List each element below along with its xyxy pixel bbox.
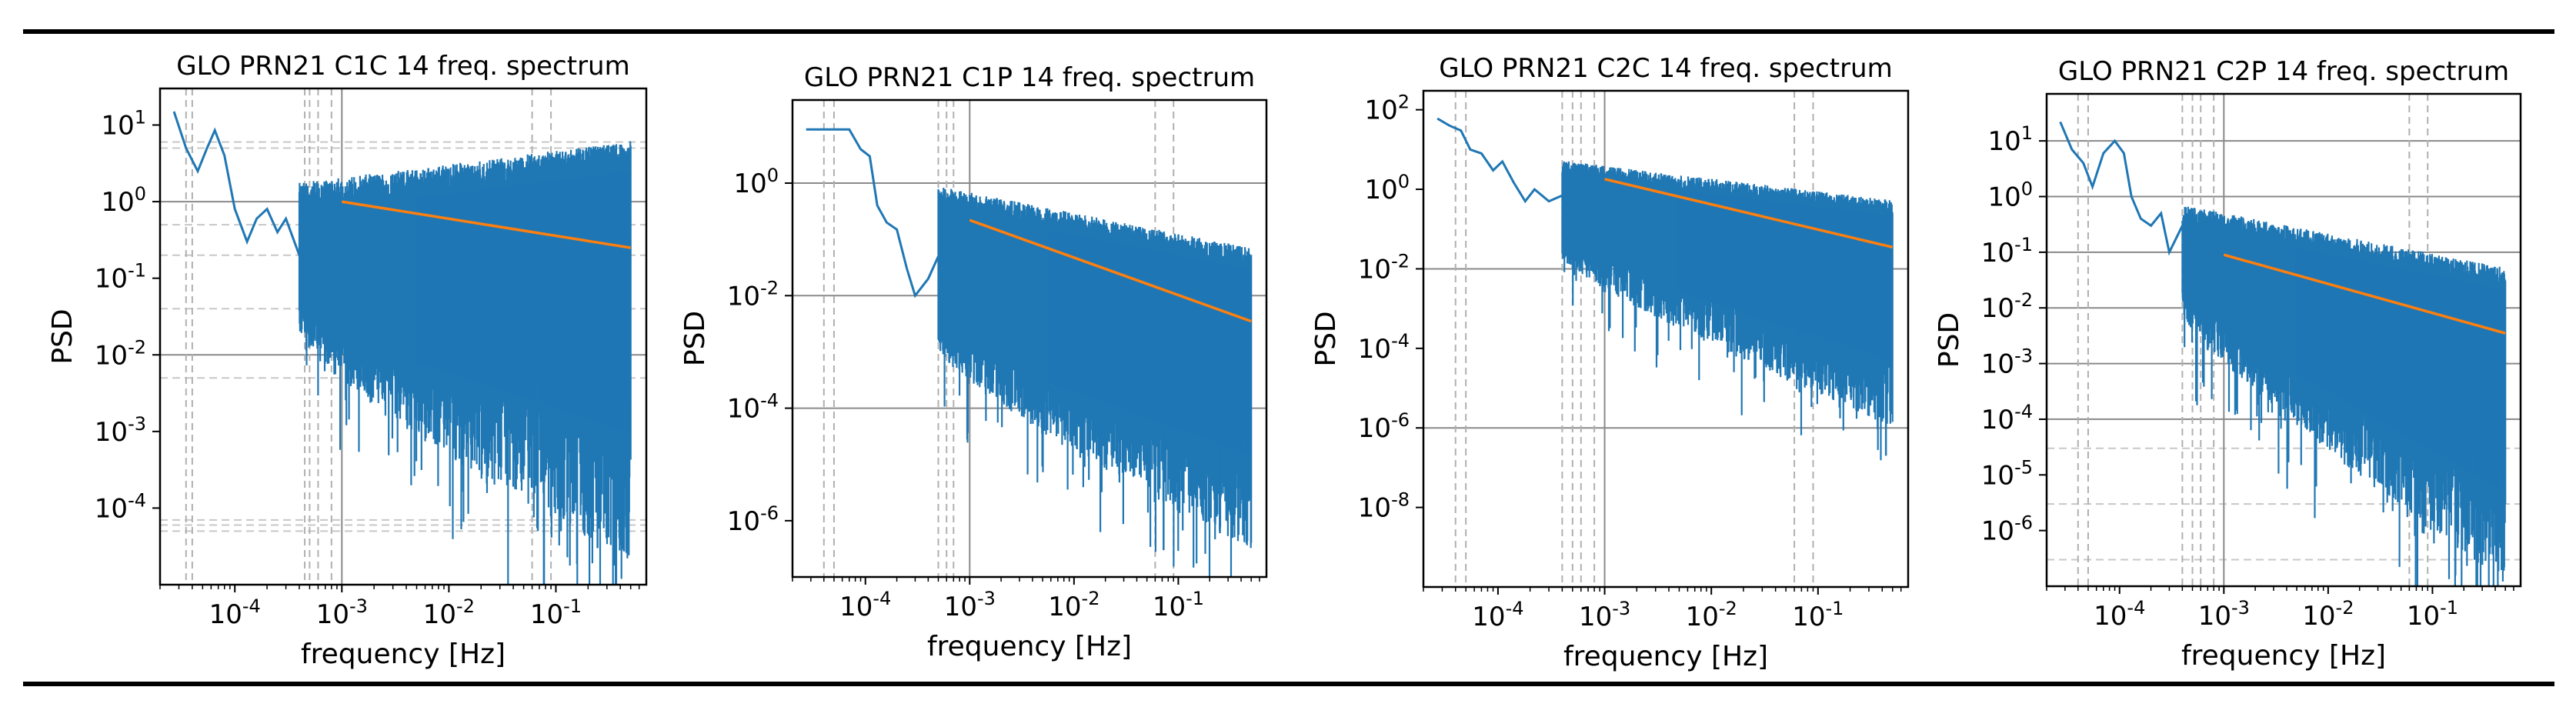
y-tick-label: 10-4 — [727, 390, 779, 425]
chart-title: GLO PRN21 C2C 14 freq. spectrum — [1439, 53, 1892, 84]
y-tick-label: 10-4 — [1981, 401, 2033, 435]
psd-trace-low — [2059, 121, 2184, 256]
x-tick-label: 10-4 — [209, 595, 261, 630]
y-tick-label: 10-4 — [1358, 330, 1410, 365]
fit-line — [2223, 253, 2506, 335]
psd-trace-low — [1436, 117, 1563, 204]
x-tick-label: 10-1 — [1792, 598, 1844, 632]
y-axis-label: PSD — [679, 311, 711, 366]
y-axis-label: PSD — [1934, 312, 1965, 368]
x-tick-label: 10-4 — [839, 588, 891, 622]
x-axis-label: frequency [Hz] — [301, 639, 506, 670]
y-tick-label: 100 — [1987, 178, 2033, 213]
x-tick-label: 10-4 — [2094, 597, 2145, 632]
axes-frame — [1422, 89, 1910, 589]
y-tick-label: 101 — [101, 107, 146, 142]
x-axis-label: frequency [Hz] — [2181, 640, 2386, 672]
y-tick-label: 100 — [1364, 171, 1410, 205]
top-rule — [23, 29, 2554, 34]
x-tick-label: 10-1 — [2407, 597, 2458, 632]
subplot-1: 10-4 10-3 10-2 10-1 10-4 10-3 10-2 10-1 100 101 GL… — [47, 51, 648, 670]
y-axis-label: PSD — [47, 308, 78, 364]
y-tick-label: 10-6 — [727, 502, 779, 537]
y-tick-label: 100 — [733, 165, 779, 199]
y-axis-label: PSD — [1310, 311, 1342, 366]
y-tick-label: 10-6 — [1358, 409, 1410, 444]
x-tick-label: 10-2 — [1048, 588, 1099, 622]
x-tick-label: 10-3 — [2198, 597, 2250, 632]
fit-line — [969, 218, 1252, 323]
subplot-3: 10-4 10-3 10-2 10-1 10-8 10-6 10-4 10-2 100 102 GL… — [1310, 53, 1910, 672]
fit-line — [1604, 178, 1894, 249]
psd-band-core — [1677, 190, 1893, 361]
x-tick-label: 10-2 — [1686, 598, 1737, 632]
axes-frame — [158, 87, 648, 586]
y-tick-label: 10-3 — [95, 413, 146, 448]
plot-area — [1436, 117, 1894, 461]
y-tick-label: 101 — [1987, 122, 2033, 157]
psd-trace-low — [172, 111, 301, 256]
chart-title: GLO PRN21 C2P 14 freq. spectrum — [2058, 56, 2509, 87]
y-tick-label: 10-2 — [1981, 289, 2033, 324]
x-tick-label: 10-2 — [2302, 597, 2354, 632]
fit-line — [342, 200, 631, 249]
x-axis-label: frequency [Hz] — [1563, 641, 1768, 672]
y-tick-label: 10-2 — [727, 277, 779, 312]
y-tick-label: 10-1 — [95, 260, 146, 295]
y-tick-label: 102 — [1364, 92, 1410, 126]
chart-title: GLO PRN21 C1P 14 freq. spectrum — [804, 62, 1255, 93]
bottom-rule — [23, 682, 2554, 686]
psd-band-core — [2295, 248, 2506, 492]
x-tick-label: 10-3 — [1579, 598, 1630, 632]
axes-frame — [791, 98, 1268, 579]
y-tick-label: 10-6 — [1981, 512, 2033, 547]
subplot-4: 10-4 10-3 10-2 10-1 10-6 10-5 10-4 10-3 10-2 10-1… — [1934, 56, 2522, 672]
x-tick-label: 10-3 — [944, 588, 996, 622]
axes-frame — [2045, 92, 2522, 588]
plot-area — [806, 128, 1253, 577]
plot-area — [172, 111, 632, 585]
y-tick-label: 10-2 — [1358, 250, 1410, 285]
y-tick-label: 10-4 — [95, 489, 146, 524]
subplot-2: 10-4 10-3 10-2 10-1 10-6 10-4 10-2 100 GLO PRN21… — [679, 62, 1268, 662]
x-tick-label: 10-1 — [1153, 588, 1204, 622]
plot-area — [2059, 121, 2507, 586]
y-tick-label: 10-3 — [1981, 345, 2033, 380]
y-tick-label: 10-5 — [1981, 456, 2033, 491]
x-tick-label: 10-3 — [316, 595, 368, 630]
x-tick-label: 10-2 — [423, 595, 475, 630]
y-tick-label: 10-8 — [1358, 489, 1410, 524]
psd-trace-low — [806, 128, 939, 298]
x-tick-label: 10-1 — [530, 595, 582, 630]
x-tick-label: 10-4 — [1472, 598, 1523, 632]
x-axis-label: frequency [Hz] — [927, 631, 1132, 662]
y-tick-label: 10-2 — [95, 336, 146, 371]
y-tick-label: 100 — [101, 183, 146, 218]
psd-band-core — [415, 171, 631, 432]
psd-band-core — [1047, 230, 1252, 455]
chart-title: GLO PRN21 C1C 14 freq. spectrum — [176, 51, 629, 82]
y-tick-label: 10-1 — [1981, 234, 2033, 268]
